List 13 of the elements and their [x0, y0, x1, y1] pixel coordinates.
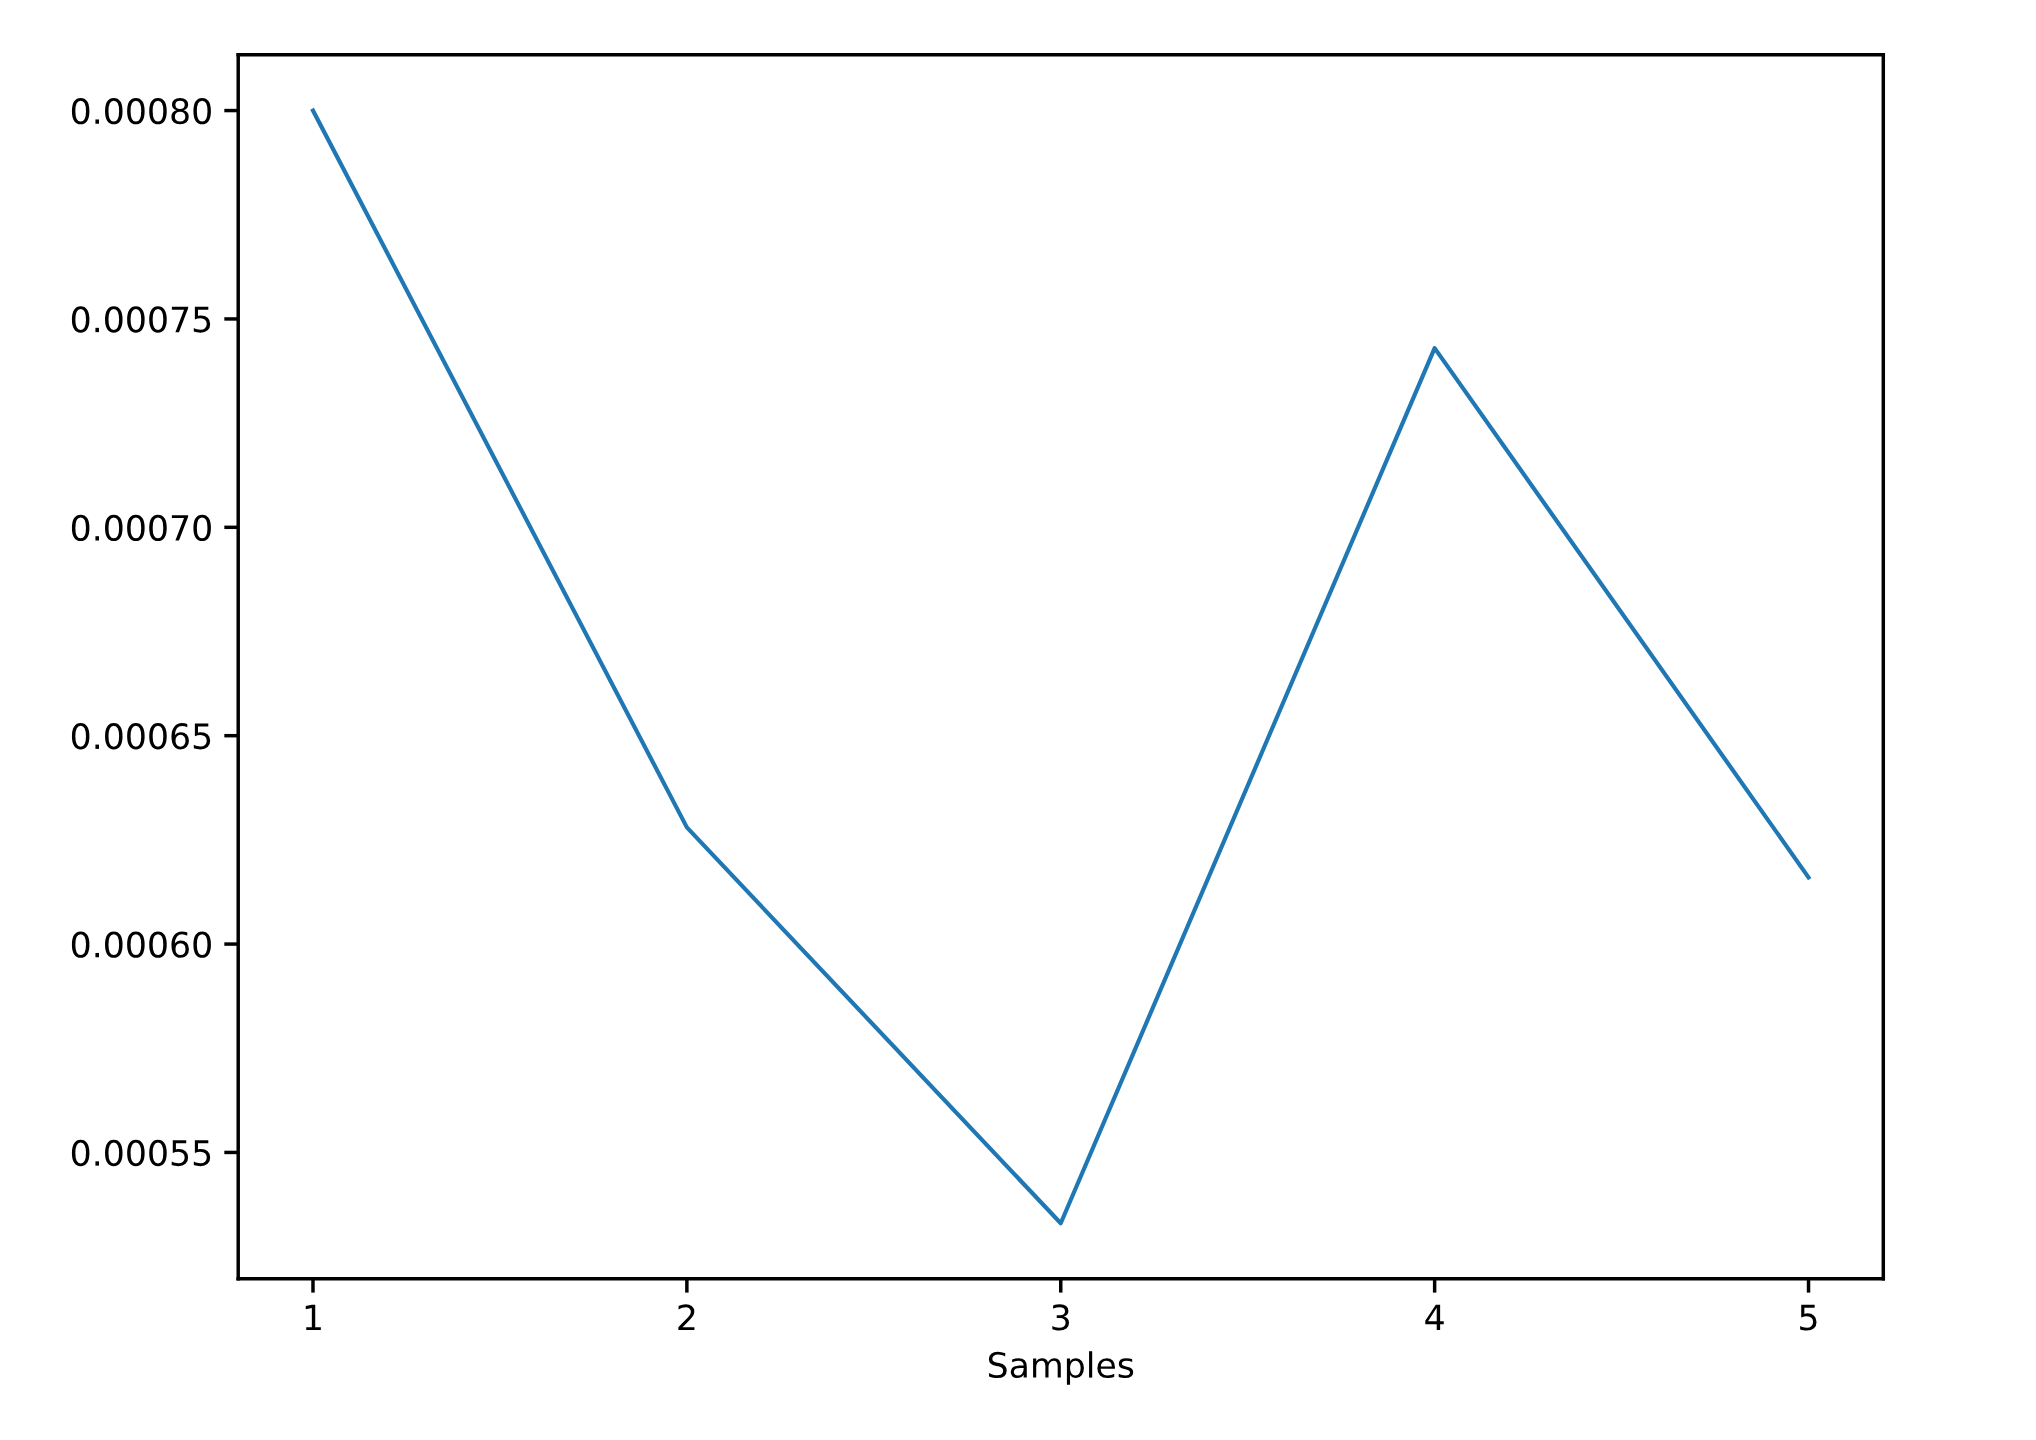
y-tick-label: 0.00080	[71, 97, 211, 125]
x-axis-title: Samples	[988, 1351, 1134, 1385]
line-series	[310, 108, 1811, 1226]
y-tick-label: 0.00060	[71, 931, 211, 958]
x-tick-label: 3	[1052, 1304, 1070, 1331]
y-tick-label: 0.00065	[71, 723, 211, 750]
x-tick-label: 5	[1800, 1304, 1817, 1331]
x-tick-label: 4	[1425, 1304, 1444, 1331]
y-tick-label: 0.00055	[71, 1139, 211, 1167]
x-tick-label: 2	[678, 1304, 695, 1331]
x-tick-label: 1	[305, 1304, 321, 1331]
y-tick-label: 0.00070	[71, 514, 211, 541]
y-tick-label: 0.00075	[71, 306, 211, 333]
